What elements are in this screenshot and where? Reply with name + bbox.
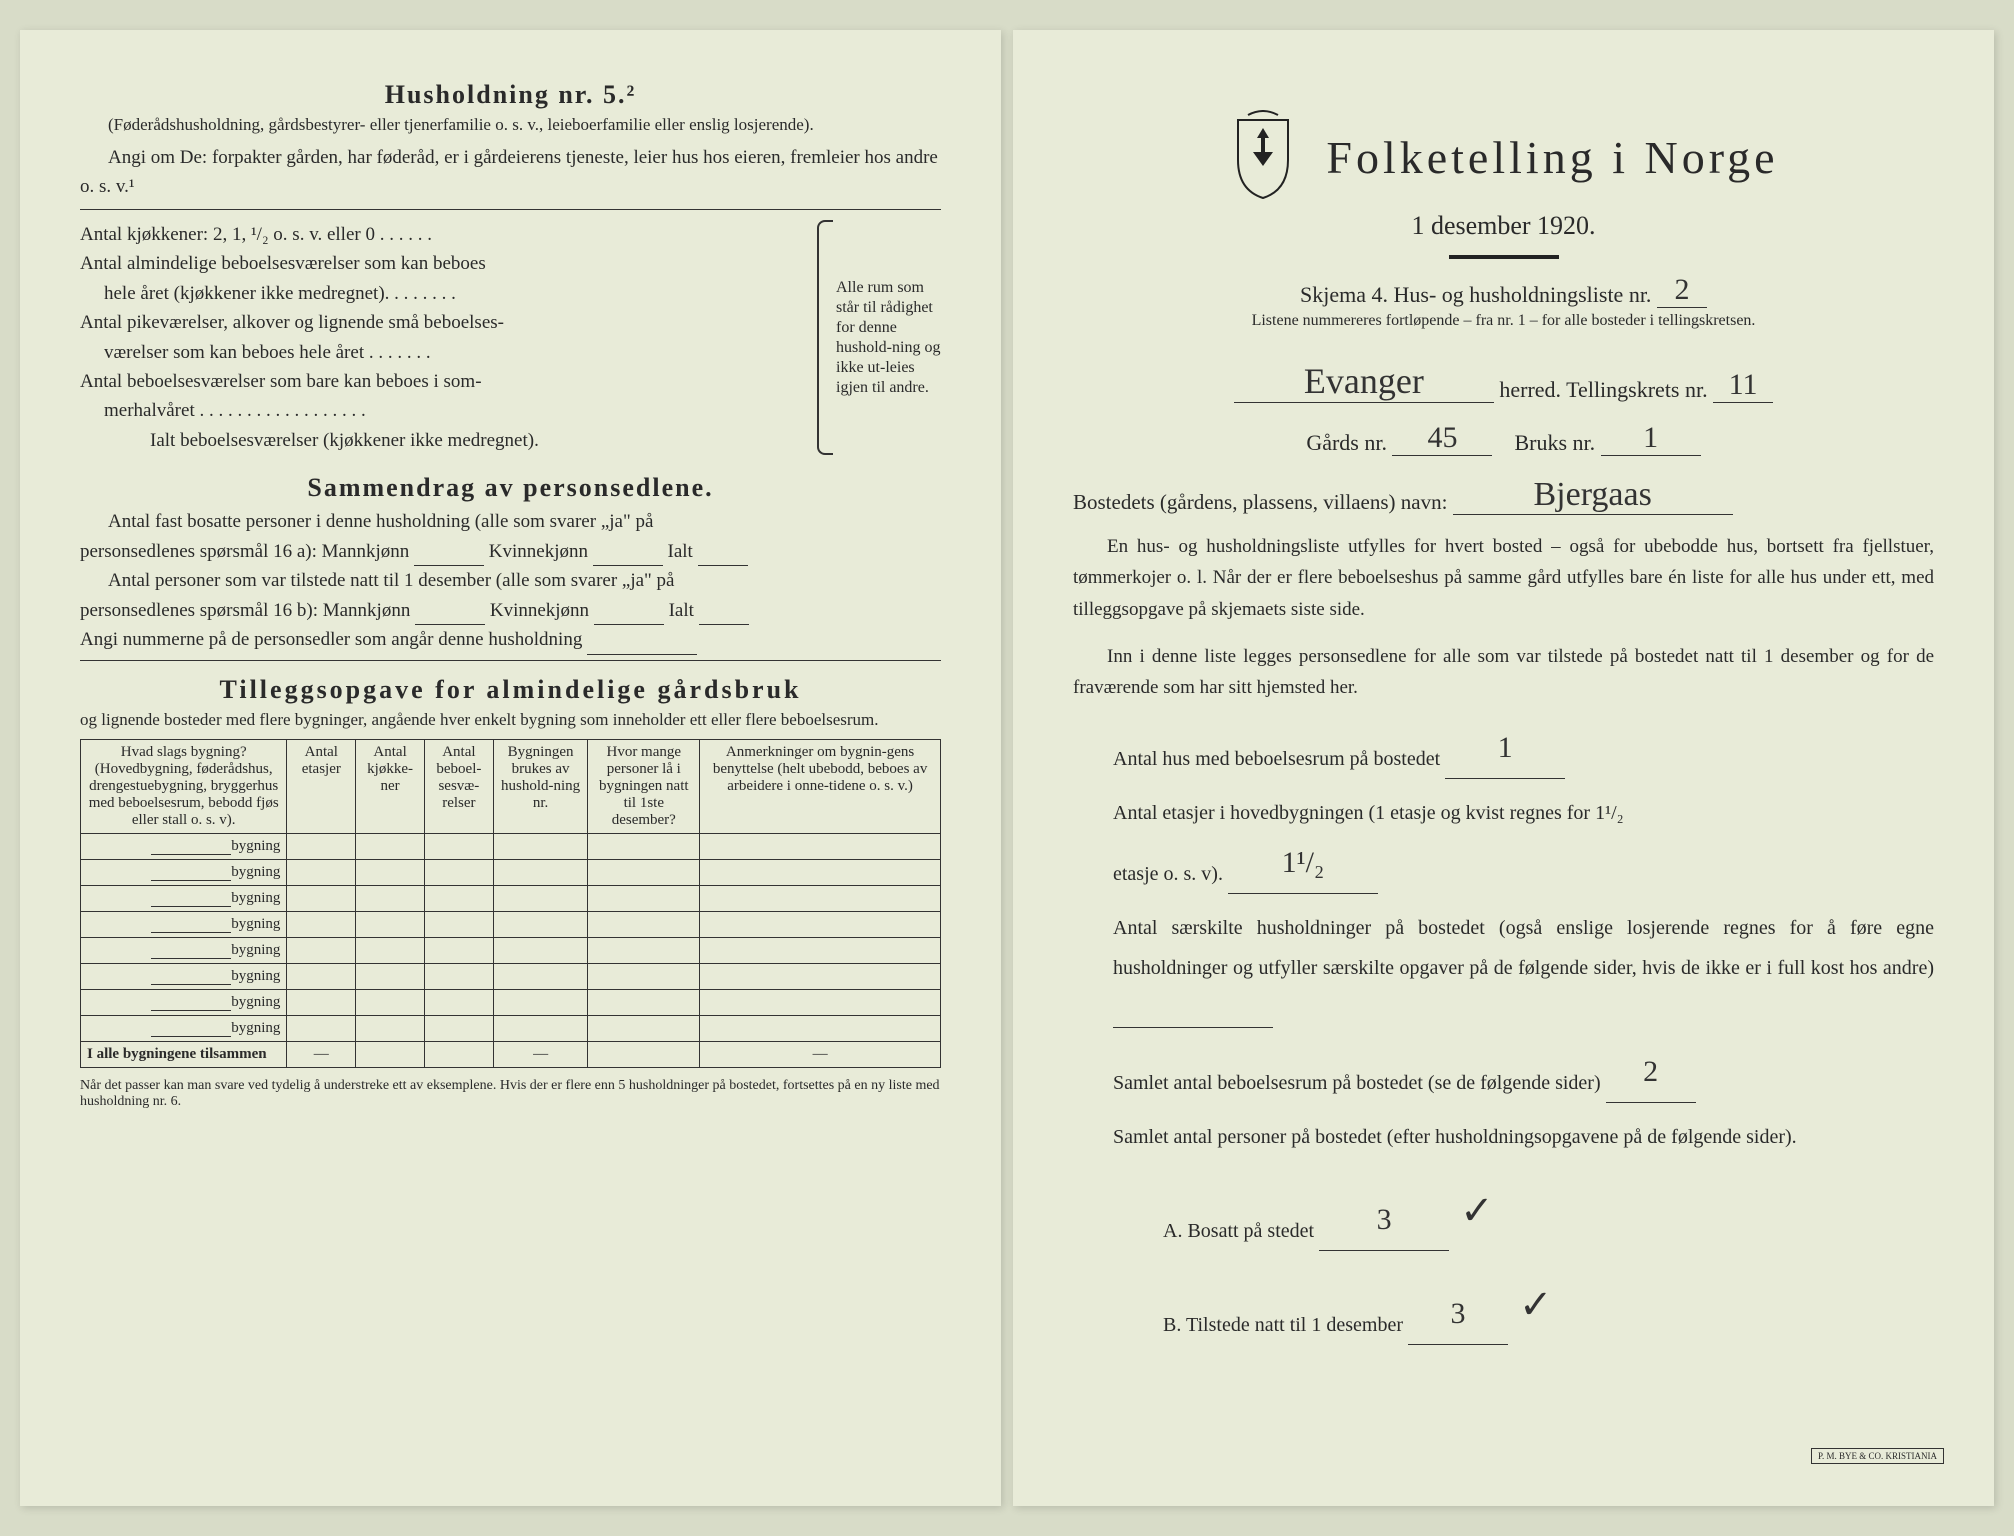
herred-line: Evanger herred. Tellingskrets nr. 11	[1073, 360, 1934, 403]
th-4: Antal beboel-sesvæ-relser	[424, 740, 493, 834]
th-1: Hvad slags bygning? (Hovedbygning, føder…	[81, 740, 287, 834]
k-line-4a: Antal beboelsesværelser som bare kan beb…	[80, 367, 811, 396]
sammen-2a: Antal personer som var tilstede natt til…	[80, 566, 941, 595]
footnote: Når det passer kan man svare ved tydelig…	[80, 1078, 941, 1110]
angi-line: Angi om De: forpakter gården, har føderå…	[80, 143, 941, 202]
q2-value: 1¹/₂	[1276, 833, 1331, 893]
schema-line: Skjema 4. Hus- og husholdningsliste nr. …	[1073, 273, 1934, 308]
q1-line: Antal hus med beboelsesrum på bostedet 1	[1073, 718, 1934, 779]
qb-value: 3	[1445, 1284, 1472, 1344]
k-line-3b: værelser som kan beboes hele året . . . …	[80, 338, 811, 367]
right-page: Folketelling i Norge 1 desember 1920. Sk…	[1013, 30, 1994, 1506]
table-row: bygning	[81, 912, 941, 938]
q2-line: Antal etasjer i hovedbygningen (1 etasje…	[1073, 793, 1934, 894]
herred-value: Evanger	[1298, 360, 1430, 402]
k-line-3a: Antal pikeværelser, alkover og lignende …	[80, 308, 811, 337]
left-page: Husholdning nr. 5.² (Føderådshusholdning…	[20, 30, 1001, 1506]
title-row: Folketelling i Norge	[1073, 110, 1934, 205]
tillegg-heading: Tilleggsopgave for almindelige gårdsbruk	[80, 675, 941, 705]
table-row: bygning	[81, 964, 941, 990]
printer-mark: P. M. BYE & CO. KRISTIANIA	[1811, 1448, 1944, 1464]
kitchen-block: Antal kjøkkener: 2, 1, ¹/₂ o. s. v. elle…	[80, 220, 941, 456]
bosted-line: Bostedets (gårdens, plassens, villaens) …	[1073, 476, 1934, 515]
table-row: bygning	[81, 938, 941, 964]
qa-value: 3	[1371, 1190, 1398, 1250]
k-line-2a: Antal almindelige beboelsesværelser som …	[80, 249, 811, 278]
brace-text: Alle rum som står til rådighet for denne…	[811, 220, 941, 456]
gards-nr-value: 45	[1421, 421, 1463, 455]
q4-value: 2	[1637, 1042, 1664, 1102]
date-line: 1 desember 1920.	[1073, 211, 1934, 241]
table-row: bygning	[81, 860, 941, 886]
total-label: I alle bygningene tilsammen	[81, 1042, 287, 1068]
k-line-5: Ialt beboelsesværelser (kjøkkener ikke m…	[80, 426, 811, 455]
bruks-nr-value: 1	[1637, 421, 1664, 455]
tillegg-sub: og lignende bosteder med flere bygninger…	[80, 709, 941, 732]
th-2: Antal etasjer	[287, 740, 356, 834]
table-row: bygning	[81, 1016, 941, 1042]
q1-value: 1	[1492, 718, 1519, 778]
building-tbody: bygning bygning bygning bygning bygning …	[81, 834, 941, 1068]
kvin-label-1: Kvinnekjønn	[489, 541, 588, 562]
bosted-value: Bjergaas	[1528, 476, 1658, 514]
gards-line: Gårds nr. 45 Bruks nr. 1	[1073, 421, 1934, 456]
sammen-2b: personsedlenes spørsmål 16 b): Mannkjønn	[80, 600, 410, 621]
para-2: Inn i denne liste legges personsedlene f…	[1073, 641, 1934, 704]
intro-paren: (Føderådshusholdning, gårdsbestyrer- ell…	[80, 114, 941, 137]
qa-line: A. Bosatt på stedet 3 ✓	[1073, 1171, 1934, 1251]
th-6: Hvor mange personer lå i bygningen natt …	[588, 740, 700, 834]
qb-line: B. Tilstede natt til 1 desember 3 ✓	[1073, 1265, 1934, 1345]
schema-nr-value: 2	[1668, 273, 1695, 307]
husholdning-heading: Husholdning nr. 5.²	[80, 80, 941, 110]
k-line-1: Antal kjøkkener: 2, 1, ¹/₂ o. s. v. elle…	[80, 220, 811, 249]
ialt-label-1: Ialt	[668, 541, 693, 562]
th-3: Antal kjøkke-ner	[356, 740, 425, 834]
ialt-label-2: Ialt	[669, 600, 694, 621]
kvin-label-2: Kvinnekjønn	[490, 600, 589, 621]
table-row: bygning	[81, 834, 941, 860]
sammen-1a: Antal fast bosatte personer i denne hush…	[80, 507, 941, 536]
sammen-1b: personsedlenes spørsmål 16 a): Mannkjønn	[80, 541, 409, 562]
listene-note: Listene nummereres fortløpende – fra nr.…	[1073, 312, 1934, 330]
q4-line: Samlet antal beboelsesrum på bostedet (s…	[1073, 1042, 1934, 1103]
table-total-row: I alle bygningene tilsammen — — —	[81, 1042, 941, 1068]
table-row: bygning	[81, 886, 941, 912]
title-rule	[1449, 255, 1559, 259]
building-table: Hvad slags bygning? (Hovedbygning, føder…	[80, 739, 941, 1068]
sammendrag-heading: Sammendrag av personsedlene.	[80, 473, 941, 503]
k-line-4b: merhalvåret . . . . . . . . . . . . . . …	[80, 396, 811, 425]
coat-of-arms-icon	[1228, 110, 1298, 205]
tellingskrets-value: 11	[1723, 368, 1764, 402]
table-row: bygning	[81, 990, 941, 1016]
main-title: Folketelling i Norge	[1326, 131, 1778, 184]
q5-line: Samlet antal personer på bostedet (efter…	[1073, 1117, 1934, 1157]
q3-line: Antal særskilte husholdninger på bostede…	[1073, 908, 1934, 1028]
para-1: En hus- og husholdningsliste utfylles fo…	[1073, 531, 1934, 625]
th-5: Bygningen brukes av hushold-ning nr.	[493, 740, 588, 834]
k-line-2b: hele året (kjøkkener ikke medregnet). . …	[80, 279, 811, 308]
th-7: Anmerkninger om bygnin-gens benyttelse (…	[700, 740, 941, 834]
angi-num: Angi nummerne på de personsedler som ang…	[80, 629, 582, 650]
